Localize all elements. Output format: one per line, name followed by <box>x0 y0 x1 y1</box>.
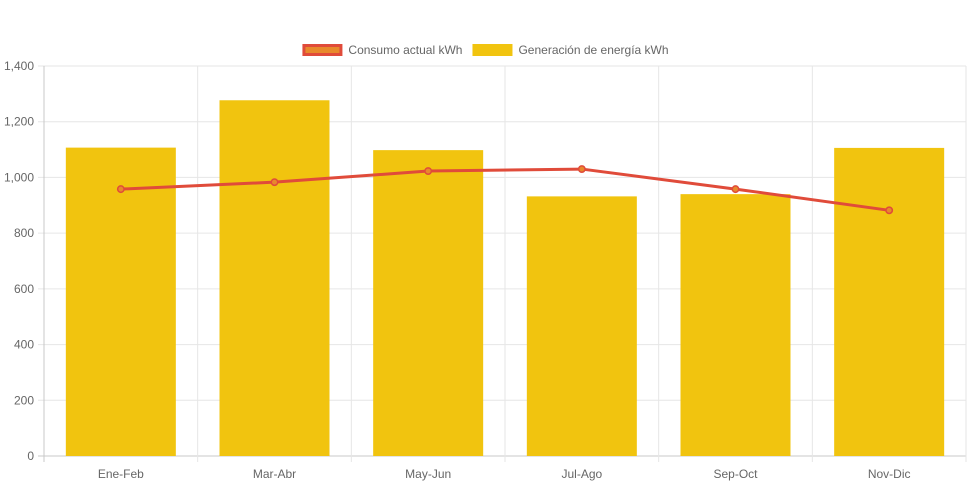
y-tick-label: 200 <box>14 393 34 407</box>
legend-item-generacion[interactable]: Generación de energía kWh <box>472 43 669 57</box>
y-tick-label: 800 <box>14 226 34 240</box>
x-tick-label: Jul-Ago <box>561 467 602 481</box>
point-consumo-ene-feb[interactable] <box>116 185 125 194</box>
y-tick-label: 1,200 <box>4 115 34 129</box>
x-tick-label: Nov-Dic <box>868 467 911 481</box>
legend: Consumo actual kWh Generación de energía … <box>302 43 669 57</box>
grid-lines <box>38 65 967 462</box>
point-consumo-sep-oct[interactable] <box>731 185 740 194</box>
x-tick-label: May-Jun <box>405 467 451 481</box>
legend-swatch <box>472 44 513 56</box>
point-consumo-may-jun[interactable] <box>424 167 433 175</box>
legend-label: Consumo actual kWh <box>348 43 462 57</box>
legend-label: Generación de energía kWh <box>518 43 668 57</box>
bar-series <box>65 100 945 456</box>
x-tick-label: Mar-Abr <box>253 467 296 481</box>
x-tick-label: Sep-Oct <box>713 467 758 481</box>
y-tick-label: 1,000 <box>4 170 34 184</box>
axes: 0 200 400 600 800 1,000 1,200 1,400 Ene-Feb Mar-A… <box>4 59 911 481</box>
y-tick-label: 400 <box>14 338 34 352</box>
bar-generacion-nov-dic[interactable] <box>834 147 945 456</box>
legend-swatch <box>302 44 343 56</box>
point-consumo-mar-abr[interactable] <box>270 178 279 187</box>
line-consumo <box>120 167 890 212</box>
y-tick-label: 1,400 <box>4 59 34 73</box>
bar-generacion-ene-feb[interactable] <box>65 147 176 456</box>
bar-generacion-may-jun[interactable] <box>373 150 484 456</box>
y-tick-label: 0 <box>27 449 34 463</box>
point-consumo-nov-dic[interactable] <box>885 206 894 215</box>
point-consumo-jul-ago[interactable] <box>577 165 586 174</box>
x-tick-label: Ene-Feb <box>98 467 144 481</box>
y-tick-label: 600 <box>14 282 34 296</box>
bar-generacion-jul-ago[interactable] <box>526 196 637 456</box>
bar-generacion-sep-oct[interactable] <box>680 194 791 456</box>
line-series <box>116 165 894 215</box>
bar-generacion-mar-abr[interactable] <box>219 100 330 456</box>
legend-item-consumo[interactable]: Consumo actual kWh <box>302 43 463 57</box>
